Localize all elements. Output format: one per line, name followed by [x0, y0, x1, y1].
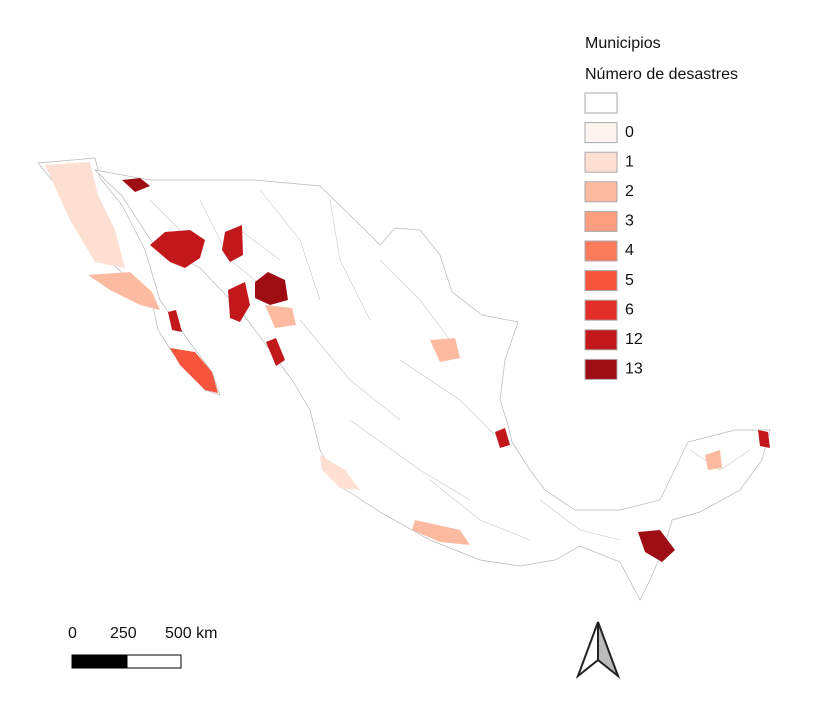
region-chihuahua-12: [222, 225, 243, 262]
legend-swatch: [584, 122, 618, 144]
region-yucatan-2: [705, 450, 722, 470]
legend-title: Municipios: [585, 35, 661, 52]
legend-swatch: [584, 151, 618, 173]
region-baja-2: [88, 272, 160, 310]
region-sonora-12: [150, 230, 205, 268]
legend-swatch: [584, 270, 618, 292]
legend-label: 13: [625, 361, 643, 378]
legend-swatch: [584, 240, 618, 262]
legend-swatch: [584, 210, 618, 232]
scale-bar: 0 250 500 km: [68, 625, 217, 669]
legend-label: 4: [625, 242, 634, 259]
legend: Municipios Número de desastres 012345612…: [584, 35, 738, 380]
region-sonora-2: [265, 305, 296, 328]
region-nl-2: [430, 338, 460, 362]
region-sonora-13: [255, 272, 288, 305]
region-tabasco-13: [638, 530, 675, 562]
region-pacific-2: [412, 520, 470, 545]
scale-label: 250: [110, 625, 137, 642]
legend-swatch: [584, 92, 618, 114]
legend-label: 1: [625, 153, 634, 170]
legend-swatch: [584, 181, 618, 203]
region-veracruz-12: [495, 428, 510, 448]
region-sinaloa-12: [266, 338, 285, 366]
region-sonora-12b: [228, 282, 250, 322]
scale-segment-light: [126, 654, 182, 669]
map: [37, 157, 771, 601]
scale-label: 500 km: [165, 625, 217, 642]
affected-municipalities: [45, 162, 770, 562]
north-arrow: [575, 621, 621, 680]
scale-segment-dark: [71, 654, 128, 669]
region-border-13: [122, 178, 150, 192]
legend-label: 0: [625, 124, 634, 141]
legend-label: 2: [625, 183, 634, 200]
legend-label: 6: [625, 301, 634, 318]
legend-subtitle: Número de desastres: [585, 66, 738, 83]
region-pacific-1: [320, 455, 360, 490]
region-bcs-12: [168, 310, 182, 332]
legend-swatch: [584, 358, 618, 380]
legend-label: 3: [625, 213, 634, 230]
scale-label: 0: [68, 625, 77, 642]
region-baja-1: [45, 162, 125, 268]
region-bcs-5: [170, 348, 218, 393]
legend-label: 12: [625, 331, 643, 348]
legend-swatch: [584, 329, 618, 351]
legend-swatch: [584, 299, 618, 321]
region-yucatan-12: [758, 430, 770, 448]
legend-label: 5: [625, 272, 634, 289]
